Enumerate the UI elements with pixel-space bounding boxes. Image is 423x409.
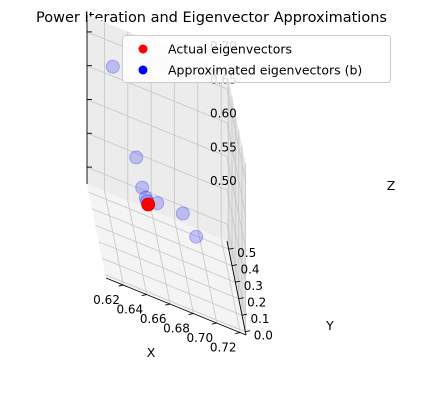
x-tick-label: 0.62: [93, 293, 120, 307]
x-tick-mark: [188, 313, 194, 316]
legend-marker: [138, 44, 148, 54]
x-tick-label: 0.66: [140, 312, 167, 326]
z-tick-label: 0.55: [210, 140, 237, 154]
z-tick-label: 0.50: [210, 174, 237, 188]
grid-line-x: [197, 229, 218, 324]
grid-line-x: [174, 219, 194, 314]
grid-line-y: [105, 274, 246, 333]
approx-eigenvector-point: [105, 59, 120, 74]
grid-line-z: [86, 65, 228, 124]
x-tick-label: 0.64: [116, 303, 143, 317]
approx-eigenvector-point: [175, 206, 190, 221]
grid-line-y: [88, 191, 229, 250]
grid-line-y: [98, 241, 239, 300]
grid-line-z: [86, 132, 228, 191]
x-tick-mark: [165, 303, 171, 306]
y-tick-label: 0.3: [244, 279, 263, 293]
x-tick-label: 0.68: [163, 322, 190, 336]
y-tick-label: 0.2: [247, 296, 266, 310]
floor-pane: [87, 184, 246, 335]
grid-line-z: [226, 190, 247, 285]
y-tick-mark: [228, 247, 234, 250]
grid-line-x: [220, 238, 241, 333]
grid-line-z: [226, 88, 247, 183]
z-tick-label: 0.60: [210, 107, 237, 121]
legend-marker: [138, 65, 148, 75]
x-tick-mark: [211, 322, 217, 325]
y-tick-mark: [245, 330, 251, 333]
approx-eigenvector-point: [189, 229, 204, 244]
y-tick-label: 0.1: [250, 312, 269, 326]
x-axis-line: [105, 277, 247, 336]
grid-line-z: [86, 99, 228, 157]
y-tick-mark: [231, 264, 238, 267]
legend-box: [122, 35, 391, 83]
grid-line-y: [91, 208, 233, 267]
x-tick-mark: [141, 294, 147, 297]
grid-line-x: [150, 210, 171, 305]
approx-eigenvector-point: [135, 180, 150, 195]
x-tick-label: 0.70: [186, 331, 213, 345]
actual-eigenvector-point: [141, 197, 156, 212]
z-axis-label: Z: [387, 178, 396, 193]
y-axis-label: Y: [325, 318, 334, 333]
x-tick-label: 0.72: [210, 341, 237, 355]
legend-label: Actual eigenvectors: [168, 42, 292, 57]
y-tick-label: 0.5: [237, 246, 256, 260]
grid-line-y: [95, 224, 236, 283]
grid-line-z: [226, 224, 247, 319]
grid-line-x: [104, 191, 124, 286]
axis-labels: X Y Z: [147, 178, 396, 360]
grid-line-z: [86, 166, 228, 225]
grid-line-x: [127, 200, 148, 295]
data-points: [105, 59, 204, 244]
grid-line-z: [226, 122, 247, 217]
grid-line-z: [226, 156, 247, 251]
y-tick-label: 0.4: [240, 263, 259, 277]
y-axis-line: [226, 240, 247, 336]
x-tick-mark: [118, 284, 124, 287]
legend: Actual eigenvectors Approximated eigenvec…: [122, 35, 391, 83]
y-tick-label: 0.0: [254, 329, 273, 343]
approx-eigenvector-point: [129, 150, 144, 165]
grid-line-y: [101, 257, 243, 316]
legend-label: Approximated eigenvectors (b): [168, 63, 362, 78]
chart-title: Power Iteration and Eigenvector Approxim…: [36, 10, 387, 26]
y-tick-mark: [238, 297, 244, 300]
x-tick-mark: [235, 332, 241, 335]
y-tick-mark: [241, 313, 248, 316]
y-tick-mark: [235, 280, 241, 283]
x-axis-label: X: [147, 345, 156, 360]
